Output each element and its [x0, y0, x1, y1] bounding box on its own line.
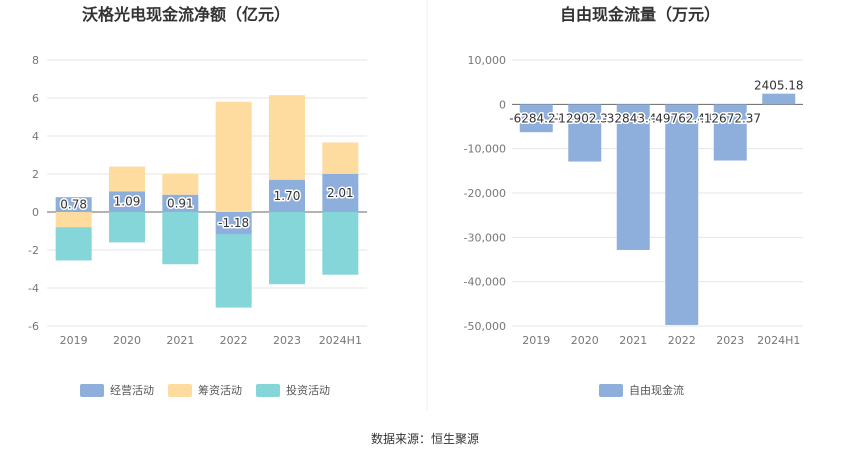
left-bar	[109, 166, 145, 192]
left-x-tick: 2023	[273, 334, 301, 347]
left-legend-swatch	[168, 384, 192, 397]
left-bar	[269, 212, 305, 285]
left-x-tick: 2021	[166, 334, 194, 347]
left-y-tick: 0	[32, 206, 39, 219]
right-data-label: -32843.48	[602, 111, 664, 125]
left-y-tick: -4	[28, 282, 39, 295]
left-bar	[215, 101, 252, 212]
right-bar	[762, 93, 796, 105]
left-bar	[322, 142, 359, 174]
left-data-label: 0.78	[60, 198, 87, 212]
left-bar	[162, 194, 199, 212]
left-legend-swatch	[80, 384, 104, 397]
left-bar	[55, 227, 92, 261]
right-x-tick: 2019	[522, 334, 550, 347]
left-chart: -6 -4 -2 0 2 4 6 8 2019 0.78 2020 1.09 2021 0.91 2022 -…	[28, 54, 367, 397]
left-bar	[269, 95, 305, 180]
left-x-tick: 2022	[220, 334, 248, 347]
right-y-tick: 0	[499, 98, 506, 111]
left-bar	[109, 191, 145, 212]
right-x-tick: 2024H1	[757, 334, 800, 347]
left-data-label: 1.09	[114, 195, 141, 209]
left-y-tick: 2	[32, 168, 39, 181]
right-x-tick: 2021	[619, 334, 647, 347]
right-x-tick: 2020	[571, 334, 599, 347]
right-y-tick: -40,000	[464, 276, 506, 289]
left-y-tick: -2	[28, 244, 39, 257]
left-bar	[215, 234, 252, 308]
left-legend-swatch	[256, 384, 280, 397]
left-y-tick: -6	[28, 320, 39, 333]
right-y-tick: -20,000	[464, 187, 506, 200]
left-y-tick: 4	[32, 130, 39, 143]
right-x-tick: 2023	[716, 334, 744, 347]
right-chart-title: 自由现金流量（万元）	[560, 5, 720, 24]
right-data-label: -12672.37	[699, 111, 761, 125]
left-legend-label: 投资活动	[286, 383, 330, 397]
right-bar	[616, 104, 650, 250]
right-y-tick: -30,000	[464, 231, 506, 244]
right-bar	[519, 104, 553, 133]
left-x-tick: 2024H1	[319, 334, 362, 347]
right-x-tick: 2022	[668, 334, 696, 347]
right-bar	[568, 104, 602, 162]
right-y-tick: 10,000	[468, 54, 507, 67]
left-bar	[55, 212, 92, 228]
right-chart: -50,000 -40,000 -30,000 -20,000 -10,000 0 10,0…	[464, 54, 805, 397]
left-data-label: 0.91	[167, 196, 194, 210]
right-bar	[665, 104, 699, 325]
right-legend-swatch	[599, 384, 623, 397]
left-data-label: 1.70	[274, 189, 301, 203]
left-data-label: 2.01	[327, 186, 354, 200]
left-y-tick: 6	[32, 92, 39, 105]
right-data-label: 2405.18	[754, 79, 804, 93]
left-x-tick: 2020	[113, 334, 141, 347]
left-bar	[55, 197, 92, 212]
left-bar	[269, 179, 305, 212]
left-legend-label: 经营活动	[110, 383, 154, 397]
left-bar	[162, 173, 199, 195]
left-bar	[322, 173, 359, 212]
left-x-tick: 2019	[60, 334, 88, 347]
left-bar	[215, 212, 252, 235]
right-data-label: -49762.44	[651, 111, 713, 125]
left-chart-title: 沃格光电现金流净额（亿元）	[82, 5, 290, 24]
right-data-label: -6284.27	[509, 111, 563, 125]
right-legend-label: 自由现金流	[629, 383, 684, 397]
right-data-label: -12902.31	[554, 111, 616, 125]
left-y-tick: 8	[32, 54, 39, 67]
left-legend-label: 筹资活动	[198, 383, 242, 397]
left-bar	[109, 212, 145, 243]
left-bar	[162, 212, 199, 265]
right-bar	[713, 104, 747, 161]
right-y-tick: -50,000	[464, 320, 506, 333]
left-bar	[322, 212, 359, 275]
right-y-tick: -10,000	[464, 143, 506, 156]
left-data-label: -1.18	[218, 216, 249, 230]
source-note: 数据来源：恒生聚源	[371, 431, 479, 446]
